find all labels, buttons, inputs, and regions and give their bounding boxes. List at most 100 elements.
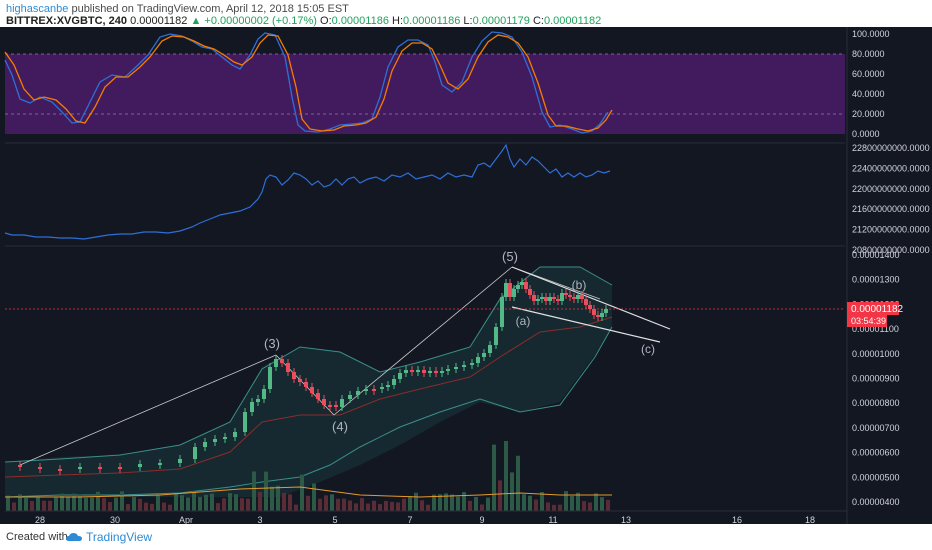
volume-bar: [396, 502, 400, 511]
volume-bar: [210, 493, 214, 511]
candle-body: [482, 353, 486, 357]
candle-body: [524, 282, 528, 289]
volume-avg-line: [5, 486, 612, 498]
volume-bar: [402, 498, 406, 511]
volume-bar: [114, 497, 118, 511]
candle-body: [78, 467, 82, 469]
volume-bar: [534, 499, 538, 511]
chart-canvas[interactable]: (3) (4) (5) (a) (b) (c) 100.0000 80.0000 6…: [0, 27, 932, 524]
candle-body: [454, 367, 458, 369]
candle-body: [552, 297, 556, 299]
candle-body: [372, 389, 376, 391]
volume-bar: [474, 496, 478, 511]
chart-area[interactable]: (3) (4) (5) (a) (b) (c) 100.0000 80.0000 6…: [0, 27, 932, 524]
stoch-axis: 100.0000 80.0000 60.0000 40.0000 20.0000 0.00…: [852, 29, 890, 139]
volume-bar: [24, 497, 28, 511]
candlesticks: [18, 278, 608, 475]
volume-bar: [552, 504, 556, 511]
volume-bar: [96, 491, 100, 511]
candle-body: [158, 463, 162, 465]
high-value: 0.00001186: [403, 15, 461, 27]
volume-bar: [456, 496, 460, 511]
candle-body: [588, 305, 592, 309]
candle-body: [178, 459, 182, 463]
time-axis-tick: 11: [548, 515, 557, 524]
volume-bar: [570, 495, 574, 511]
countdown-tag-text: 03:54:39: [851, 316, 886, 326]
candle-body: [440, 371, 444, 373]
candle-body: [512, 289, 516, 297]
candle-body: [476, 357, 480, 363]
candle-body: [223, 437, 227, 439]
candle-body: [508, 283, 512, 297]
candle-body: [470, 363, 474, 365]
bollinger-fill: [5, 267, 612, 497]
volume-bar: [276, 485, 280, 511]
candle-body: [316, 393, 320, 399]
created-with-text: Created with: [6, 531, 68, 543]
volume-bar: [420, 500, 424, 511]
volume-bar: [336, 498, 340, 511]
time-axis-tick: 3: [257, 515, 262, 524]
low-label: L:: [463, 15, 473, 27]
price-change: ▲ +0.00000002 (+0.17%): [190, 15, 317, 27]
wave-line-1-3: [19, 354, 277, 466]
candle-body: [380, 387, 384, 389]
volume-bar: [588, 502, 592, 511]
candle-body: [576, 295, 580, 299]
volume-bar: [174, 493, 178, 511]
tradingview-logo[interactable]: TradingView: [66, 530, 152, 544]
username-link[interactable]: highascanbe: [6, 3, 69, 15]
volume-axis-tick: 22000000000.0000: [852, 184, 930, 194]
price-axis: 0.000014000.000013000.000012000.00001100…: [852, 250, 900, 507]
volume-bar: [582, 501, 586, 511]
volume-bar: [528, 495, 532, 511]
volume-bar: [504, 441, 508, 511]
price-axis-tick: 0.00001300: [852, 275, 900, 285]
stoch-axis-tick: 60.0000: [852, 69, 885, 79]
candle-body: [488, 345, 492, 353]
candle-body: [243, 412, 247, 432]
volume-bar: [36, 497, 40, 511]
volume-bar: [90, 497, 94, 511]
candle-body: [560, 293, 564, 301]
open-label: O:: [320, 15, 332, 27]
volume-axis-tick: 21600000000.0000: [852, 204, 930, 214]
candle-body: [532, 295, 536, 301]
time-axis-tick: 16: [732, 515, 742, 524]
volume-bar: [156, 494, 160, 511]
volume-bar: [6, 495, 10, 511]
time-axis-tick: 28: [35, 515, 45, 524]
bollinger-basis: [4, 316, 613, 478]
candle-body: [556, 299, 560, 301]
volume-bar: [354, 503, 358, 511]
volume-bar: [72, 493, 76, 511]
candle-body: [286, 363, 290, 372]
stoch-d-line: [4, 34, 613, 132]
price-axis-tick: 0.00001100: [852, 324, 899, 334]
candle-body: [98, 467, 102, 469]
price-panel: [4, 266, 845, 511]
candle-body: [310, 387, 314, 393]
volume-bar: [480, 504, 484, 511]
high-label: H:: [392, 15, 404, 27]
candle-body: [38, 467, 42, 469]
time-axis-tick: 7: [407, 515, 412, 524]
candle-body: [516, 285, 520, 289]
candle-body: [504, 283, 508, 297]
volume-bar: [468, 500, 472, 511]
candle-body: [580, 295, 584, 299]
tradingview-brand: TradingView: [86, 530, 153, 544]
symbol-line: BITTREX:XVGBTC, 240 0.00001182 ▲ +0.0000…: [6, 15, 601, 27]
volume-bar: [54, 497, 58, 511]
wave-label-3: (3): [264, 336, 280, 351]
volume-bar: [42, 500, 46, 511]
publish-line: highascanbe published on TradingView.com…: [6, 3, 349, 15]
stoch-panel: [4, 31, 845, 144]
volume-axis-tick: 20800000000.0000: [852, 245, 930, 255]
volume-bar: [450, 494, 454, 511]
volume-bar: [360, 498, 364, 511]
volume-bar: [246, 498, 250, 511]
volume-bar: [438, 494, 442, 511]
volume-bar: [366, 503, 370, 511]
